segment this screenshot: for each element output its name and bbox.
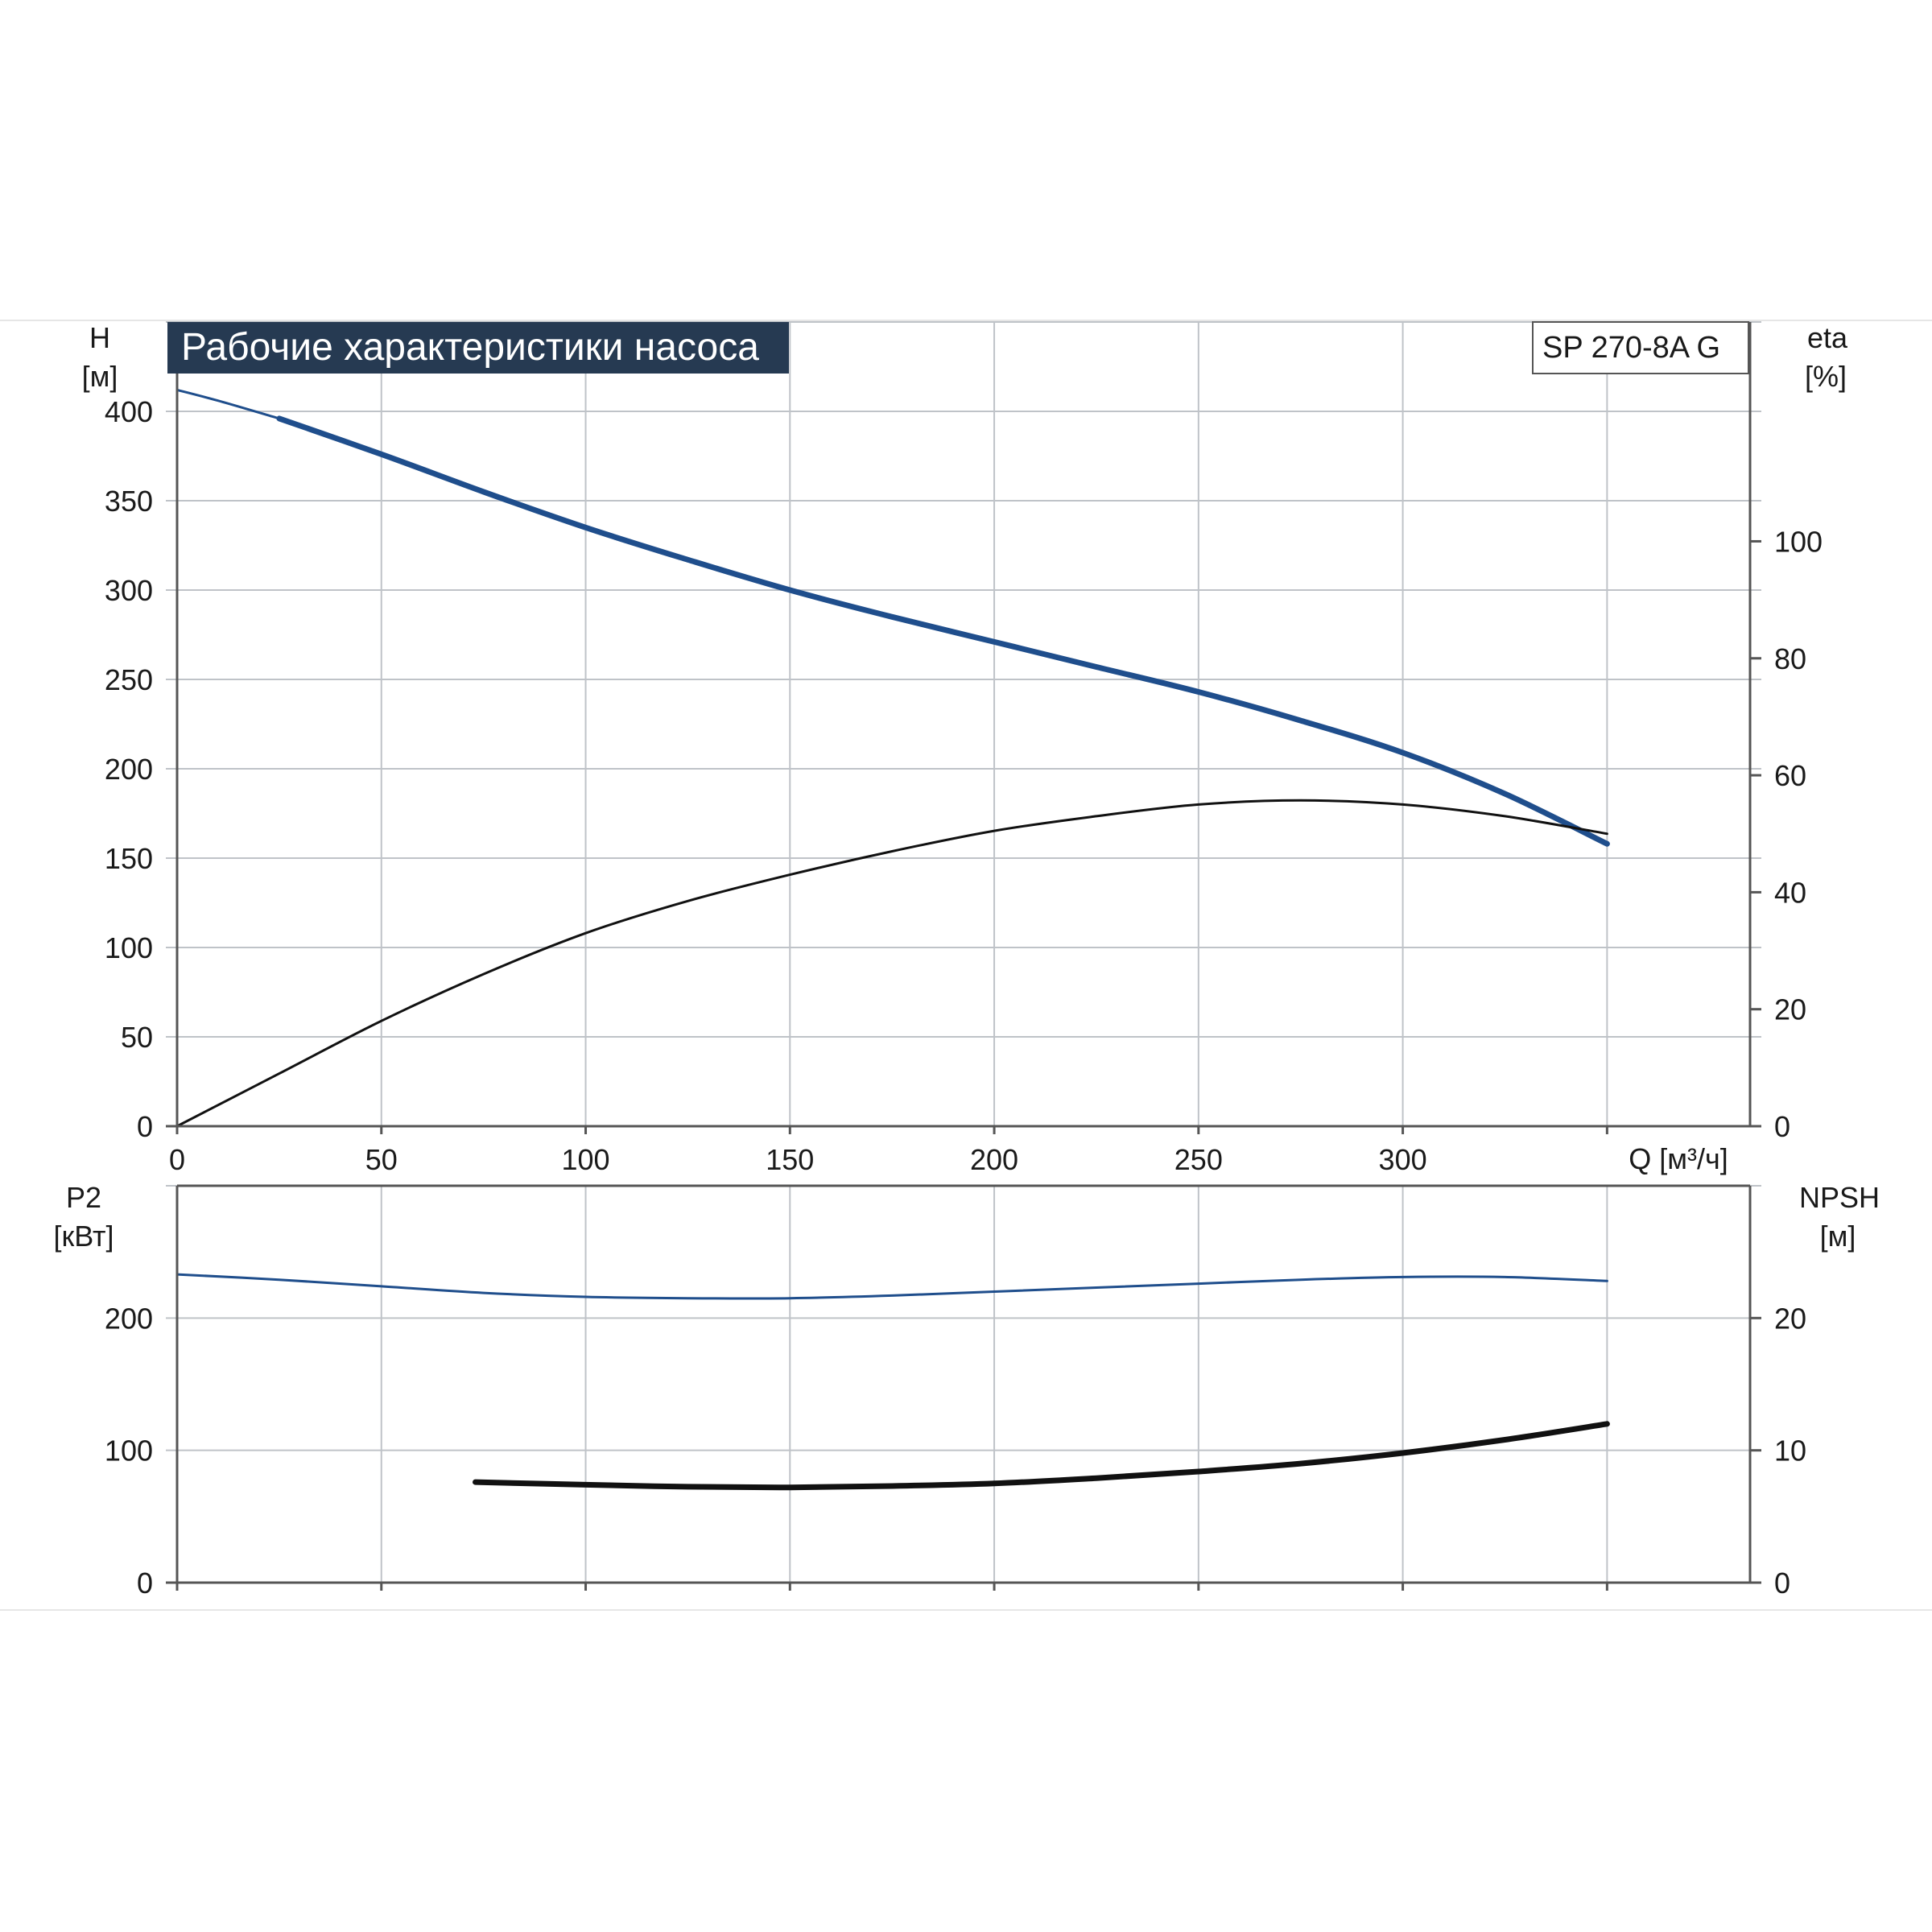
top-series-1-line [276,415,1610,847]
y-right-label-unit: [%] [1805,360,1847,393]
top-y-left-tick-label-350: 350 [105,485,153,518]
bottom-y-left-tick-label-200: 200 [105,1302,153,1335]
bottom-y-right-tick-label-10: 10 [1774,1435,1806,1468]
top-x-tick-label-200: 200 [970,1143,1018,1176]
head-efficiency-panel: 0 50 100 150 200 250 300 050100150200250300350… [82,321,1848,1176]
model-label: SP 270-8A G [1542,331,1720,365]
top-grid [166,321,1761,1126]
chart-title: Рабочие характеристики насоса [181,326,759,369]
top-y-left-tick-label-200: 200 [105,753,153,786]
top-series-2-line [175,799,1608,1128]
bottom-series [175,1273,1610,1491]
bottom-y-right-tick-label-0: 0 [1774,1567,1790,1600]
bottom-series-1-line [473,1421,1610,1491]
y-left-label-symbol: H [89,321,110,354]
top-y-right-tick-label-100: 100 [1774,525,1823,558]
top-y-right-tick-label-40: 40 [1774,876,1806,909]
top-x-tick-labels: 0 50 100 150 200 250 300 [169,1143,1427,1176]
top-series [175,388,1610,1128]
bottom-series-0-line [175,1273,1608,1300]
bottom-grid [166,1185,1761,1583]
top-series-0-line [175,388,281,420]
bottom-y-left-tick-label-100: 100 [105,1435,153,1468]
top-y-right-tick-label-80: 80 [1774,642,1806,675]
top-y-left-tick-labels: 0 50 100 150 200 250 300 350 400 [105,395,153,1143]
npsh-label-unit: [м] [1820,1220,1856,1253]
bottom-y-left-tick-label-0: 0 [137,1567,153,1600]
chart-title-background [167,322,789,374]
top-y-left-tick-label-300: 300 [105,574,153,607]
p2-label-unit: [кВт] [53,1220,114,1253]
top-y-left-tick-label-150: 150 [105,842,153,875]
model-label-box [1532,321,1749,374]
bottom-y-right-tick-label-20: 20 [1774,1302,1806,1335]
top-y-left-tick-label-250: 250 [105,663,153,696]
top-x-tick-label-250: 250 [1174,1143,1223,1176]
npsh-label-symbol: NPSH [1799,1181,1880,1214]
top-y-right-tick-label-0: 0 [1774,1110,1790,1143]
top-y-left-tick-label-400: 400 [105,395,153,428]
y-left-label-unit: [м] [82,360,118,393]
top-y-left-tick-label-0: 0 [137,1110,153,1143]
top-x-tick-label-0: 0 [169,1143,185,1176]
bottom-axes [166,1184,1761,1591]
bottom-y-left-tick-labels: 0 100 200 [105,1302,153,1600]
y-right-label-symbol: eta [1807,321,1848,354]
power-npsh-panel: 0 100 200 0 10 20 P2 [кВт] NPSH [м] [53,1181,1880,1600]
top-y-left-tick-label-100: 100 [105,931,153,964]
top-x-tick-label-100: 100 [561,1143,609,1176]
top-y-right-tick-labels: 0 20 40 60 80 100 [1774,525,1823,1143]
top-y-left-tick-label-50: 50 [121,1021,153,1054]
x-axis-label: Q [м³/ч] [1629,1142,1728,1175]
top-y-right-tick-label-60: 60 [1774,759,1806,792]
top-axes [166,322,1761,1134]
top-y-right-tick-label-20: 20 [1774,993,1806,1026]
top-x-tick-label-50: 50 [365,1143,398,1176]
top-x-tick-label-300: 300 [1379,1143,1427,1176]
bottom-y-right-tick-labels: 0 10 20 [1774,1302,1806,1600]
top-x-tick-label-150: 150 [766,1143,814,1176]
p2-label-symbol: P2 [66,1181,101,1214]
